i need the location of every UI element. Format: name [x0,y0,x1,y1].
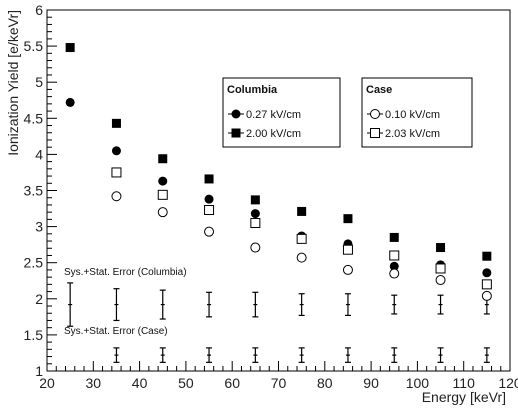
data-point [250,242,261,253]
x-tick-label: 100 [406,375,430,391]
data-point [157,189,168,200]
data-point [296,252,307,263]
data-markers [65,43,492,301]
data-point [343,214,353,224]
legend-marker [370,109,380,119]
data-point [157,207,168,218]
y-tick-label: 5.5 [24,38,44,54]
error-bar [437,294,444,315]
y-tick-label: 1 [35,363,43,379]
data-point [482,251,492,261]
error-bar [113,288,120,322]
x-axis-title: Energy [keVr] [422,389,506,405]
legend-case: Case 0.10 kV/cm 2.03 kV/cm [361,77,473,148]
data-point [296,233,307,244]
data-point [204,194,214,204]
data-point [389,268,400,279]
y-tick-label: 5 [35,74,43,90]
x-tick-label: 110 [453,375,476,391]
data-point [250,209,260,219]
error-bar [206,291,213,318]
legend-case-box [361,77,473,148]
error-bar [391,347,398,363]
data-point [297,206,307,216]
data-point [342,264,353,275]
y-tick-label: 3 [35,219,43,235]
error-bar [391,294,398,315]
data-point [482,268,492,278]
data-point [65,43,75,53]
x-tick-label: 80 [317,375,333,391]
y-tick-label: 4.5 [24,110,44,126]
error-bar [483,347,490,363]
y-tick-label: 2.5 [24,255,44,271]
x-tick-label: 50 [178,375,194,391]
error-label-columbia: Sys.+Stat. Error (Columbia) [64,267,187,278]
error-bar [206,347,213,363]
y-tick-label: 2 [35,291,43,307]
data-point [436,243,446,253]
error-bar [298,347,305,363]
data-point [111,146,121,156]
error-bar [159,347,166,363]
data-point [435,263,446,274]
y-tick-label: 4 [35,146,43,162]
data-point [435,275,446,286]
legend-marker [231,128,241,138]
x-tick-label: 90 [363,375,379,391]
legend-columbia-entry-1: 0.27 kV/cm [246,109,301,121]
error-bars [67,282,490,363]
x-tick-label: 20 [39,375,55,391]
error-bar [252,291,259,318]
data-point [342,244,353,255]
x-tick-label: 40 [132,375,148,391]
data-point [204,174,214,184]
legend-marker [231,109,241,119]
data-point [158,176,168,186]
data-point [111,191,122,202]
y-axis-title: Ionization Yield [e/keVr] [5,10,21,156]
x-tick-label: 60 [224,375,240,391]
data-point [389,261,399,271]
y-tick-label: 6 [35,2,43,18]
data-point [65,97,75,107]
x-tick-label: 120 [498,375,518,391]
data-point [250,217,261,228]
error-bar [159,289,166,320]
legend-columbia-title: Columbia [227,84,278,96]
legend-case-title: Case [366,84,392,96]
error-bar [344,293,351,317]
legend-marker [370,128,380,138]
tick-labels: 20 30 40 50 60 70 80 90 100 110 120 1 1.5 2 2.5 3 3.5 4 4.… [24,2,518,391]
legend-case-entry-2: 2.03 kV/cm [385,128,440,140]
legend-columbia: Columbia 0.27 kV/cm 2.00 kV/cm [222,77,341,148]
error-bar [298,293,305,317]
data-point [204,204,215,215]
error-bar [252,347,259,363]
data-point [111,167,122,178]
error-bar [113,347,120,363]
data-point [389,232,399,242]
legend-columbia-box [222,77,341,148]
data-point [204,226,215,237]
x-tick-label: 70 [271,375,287,391]
y-tick-label: 1.5 [24,327,44,343]
data-point [158,154,168,164]
data-point [111,118,121,128]
data-point [481,279,492,290]
y-tick-label: 3.5 [24,183,44,199]
axis-ticks [46,9,511,372]
data-point [389,250,400,261]
legend-columbia-entry-2: 2.00 kV/cm [246,128,301,140]
data-point [250,195,260,205]
data-point [481,290,492,301]
legend-case-entry-1: 0.10 kV/cm [385,109,440,121]
error-bar [437,347,444,363]
error-label-case: Sys.+Stat. Error (Case) [64,326,168,337]
error-bar [344,347,351,363]
error-bar [67,282,74,327]
x-tick-label: 30 [86,375,102,391]
